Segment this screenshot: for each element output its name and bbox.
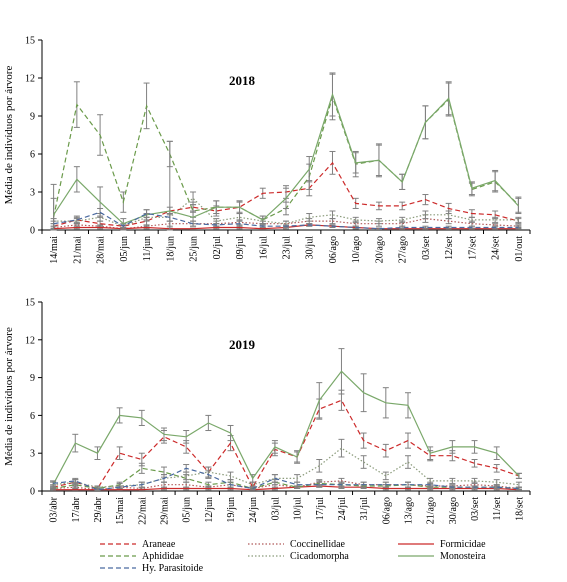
y-tick-label: 9 — [30, 373, 35, 384]
chart-title: 2018 — [229, 73, 256, 88]
y-tick-label: 3 — [30, 188, 35, 199]
x-tick-label: 18/set — [514, 497, 525, 521]
series-line — [52, 370, 520, 485]
y-tick-label: 3 — [30, 449, 35, 460]
series-line — [53, 485, 519, 491]
legend-item-aphididae: Aphididae — [100, 551, 184, 562]
x-tick-label: 02/jul — [212, 236, 223, 260]
x-tick-label: 03/abr — [49, 496, 60, 522]
series-araneae — [50, 389, 522, 491]
legend-item-cicadomorpha: Cicadomorpha — [248, 551, 349, 562]
x-tick-label: 30/ago — [448, 497, 459, 524]
x-tick-label: 12/set — [444, 236, 455, 260]
legend-item-araneae: Araneae — [100, 539, 176, 550]
x-tick-label: 15/mai — [115, 497, 126, 525]
x-tick-label: 21/ago — [426, 497, 437, 524]
x-tick-label: 25/jun — [189, 236, 200, 262]
legend-label: Hy. Parasitoide — [142, 563, 204, 574]
y-tick-label: 15 — [25, 298, 35, 309]
legend: Araneae Coccinellidae Formicidae Aphididae C… — [100, 539, 486, 574]
x-tick-label: 11/set — [492, 497, 503, 521]
x-tick-label: 05/jun — [119, 236, 130, 262]
x-tick-label: 12/jun — [204, 497, 215, 523]
x-tick-label: 01/out — [514, 236, 525, 262]
legend-label: Aphididae — [142, 551, 184, 562]
x-tick-label: 21/mai — [72, 236, 83, 264]
x-tick-label: 18/jun — [165, 236, 176, 262]
series-line — [52, 399, 520, 490]
y-tick-label: 9 — [30, 112, 35, 123]
legend-label: Monosteira — [440, 551, 486, 562]
x-tick-label: 30/jul — [305, 236, 316, 260]
series-line — [52, 467, 519, 490]
series-monosteira — [50, 72, 522, 231]
x-tick-label: 06/ago — [328, 236, 339, 263]
x-tick-label: 03/set — [470, 497, 481, 521]
x-tick-label: 29/abr — [93, 496, 104, 522]
series-hy-parasitoide — [50, 207, 522, 230]
x-tick-label: 03/set — [421, 236, 432, 260]
x-tick-label: 13/ago — [404, 497, 415, 524]
x-tick-label: 05/jun — [182, 497, 193, 523]
x-tick-label: 03/jul — [270, 497, 281, 521]
x-tick-label: 17/jul — [315, 497, 326, 521]
chart-2018: 0 3 6 9 12 15 14/mai 21/mai 28/mai 05/jun 11/jun 18… — [3, 36, 531, 264]
series-monosteira — [50, 348, 522, 489]
legend-label: Araneae — [142, 539, 176, 550]
x-tick-label: 17/abr — [71, 496, 82, 522]
x-tick-label: 23/jul — [282, 236, 293, 260]
x-tick-label: 09/jul — [235, 236, 246, 260]
series-line — [53, 211, 519, 230]
y-tick-label: 12 — [25, 335, 35, 346]
y-axis-title: Média de indivíduos por árvore — [3, 327, 15, 466]
x-tick-label: 10/jul — [293, 497, 304, 521]
x-tick-label: 29/mai — [160, 497, 171, 525]
x-tick-label: 27/ago — [398, 236, 409, 263]
series-line — [53, 480, 519, 491]
y-axis-title: Média de indivíduos por árvore — [3, 66, 15, 205]
chart-title: 2019 — [229, 337, 256, 352]
series-line — [53, 467, 519, 491]
y-tick-label: 6 — [30, 150, 35, 161]
x-tick-label: 24/jun — [248, 497, 259, 523]
series-line — [53, 92, 519, 225]
legend-item-monosteira: Monosteira — [398, 551, 486, 562]
x-tick-label: 24/set — [491, 236, 502, 260]
legend-label: Cicadomorpha — [290, 551, 349, 562]
x-tick-label: 19/jun — [226, 497, 237, 523]
x-tick-label: 10/ago — [351, 236, 362, 263]
x-tick-label: 24/jul — [337, 497, 348, 521]
chart-2019: 0 3 6 9 12 15 03/abr 17/abr 29/abr 15/mai 22/mai 29… — [3, 298, 531, 525]
x-tick-label: 06/ago — [381, 497, 392, 524]
x-tick-label: 16/jul — [258, 236, 269, 260]
x-tick-label: 17/set — [467, 236, 478, 260]
x-tick-label: 11/jun — [142, 236, 153, 261]
series-hy-parasitoide — [50, 464, 522, 491]
y-tick-label: 15 — [25, 36, 35, 47]
legend-item-hy-parasitoide: Hy. Parasitoide — [100, 563, 204, 574]
legend-item-coccinellidae: Coccinellidae — [248, 539, 346, 550]
y-tick-label: 12 — [25, 74, 35, 85]
series-line — [53, 447, 519, 488]
legend-label: Formicidae — [440, 539, 486, 550]
x-tick-label: 20/ago — [374, 236, 385, 263]
legend-label: Coccinellidae — [290, 539, 346, 550]
legend-item-formicidae: Formicidae — [398, 539, 486, 550]
x-tick-label: 31/jul — [359, 497, 370, 521]
x-tick-label: 14/mai — [49, 236, 60, 264]
x-tick-label: 28/mai — [96, 236, 107, 264]
x-tick-label: 22/mai — [137, 497, 148, 525]
y-tick-label: 6 — [30, 411, 35, 422]
series-line — [53, 197, 519, 227]
y-tick-label: 0 — [30, 226, 35, 237]
y-tick-label: 0 — [30, 487, 35, 498]
